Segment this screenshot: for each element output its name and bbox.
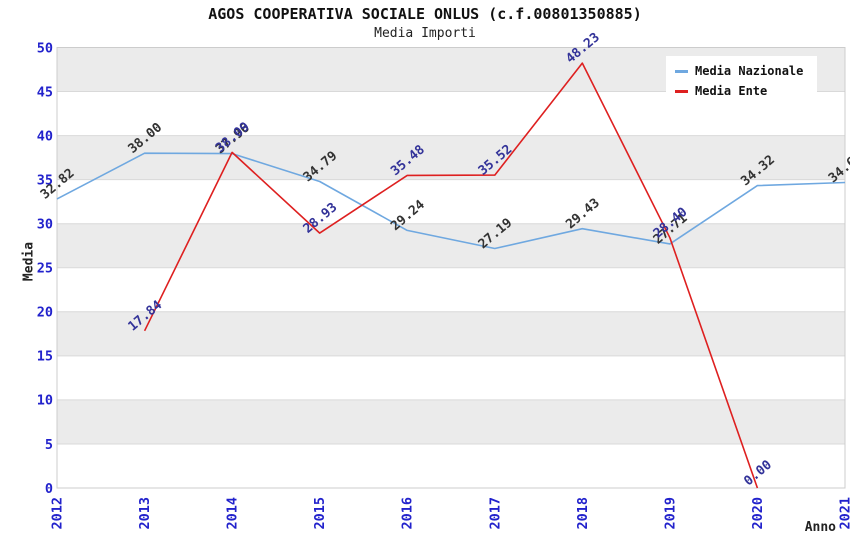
svg-text:2012: 2012	[50, 497, 66, 530]
svg-text:2021: 2021	[838, 497, 850, 530]
svg-text:0: 0	[45, 481, 53, 497]
chart-subtitle: Media Importi	[374, 26, 476, 41]
legend-label-media-ente: Media Ente	[695, 84, 768, 98]
svg-text:2013: 2013	[137, 497, 153, 530]
plot-bands	[57, 47, 845, 444]
svg-text:2020: 2020	[750, 497, 766, 530]
svg-text:15: 15	[37, 349, 53, 365]
svg-text:2018: 2018	[575, 497, 591, 530]
y-tick-labels: 0 5 10 15 20 25 30 35 40 45 50	[37, 40, 53, 497]
legend-item-media-ente: Media Ente	[675, 84, 803, 98]
svg-text:2015: 2015	[312, 497, 328, 530]
legend-swatch-ente-icon	[675, 89, 688, 93]
legend-item-media-nazionale: Media Nazionale	[675, 64, 803, 78]
y-axis-title: Media	[21, 241, 37, 282]
legend: Media Nazionale Media Ente	[666, 56, 818, 106]
svg-text:2016: 2016	[400, 497, 416, 530]
svg-text:10: 10	[37, 393, 53, 409]
x-tick-labels: 2012 2013 2014 2015 2016 2017 2018 2019 2020 2021	[50, 497, 850, 530]
svg-text:0.00: 0.00	[741, 457, 775, 489]
svg-text:2017: 2017	[487, 497, 503, 530]
svg-text:50: 50	[37, 40, 53, 56]
plot-border	[56, 47, 846, 489]
legend-swatch-nazionale-icon	[675, 69, 688, 73]
svg-text:35: 35	[37, 172, 53, 188]
svg-text:5: 5	[45, 437, 53, 453]
svg-text:25: 25	[37, 261, 53, 277]
svg-text:20: 20	[37, 305, 53, 321]
series-lines	[56, 62, 846, 489]
legend-label-media-nazionale: Media Nazionale	[695, 64, 804, 78]
svg-text:2014: 2014	[225, 497, 241, 530]
svg-text:45: 45	[37, 84, 53, 100]
chart-title: AGOS COOPERATIVA SOCIALE ONLUS (c.f.0080…	[208, 5, 642, 23]
svg-text:30: 30	[37, 217, 53, 233]
svg-text:40: 40	[37, 128, 53, 144]
x-axis-title: Anno	[804, 520, 836, 535]
svg-text:2019: 2019	[662, 497, 678, 530]
